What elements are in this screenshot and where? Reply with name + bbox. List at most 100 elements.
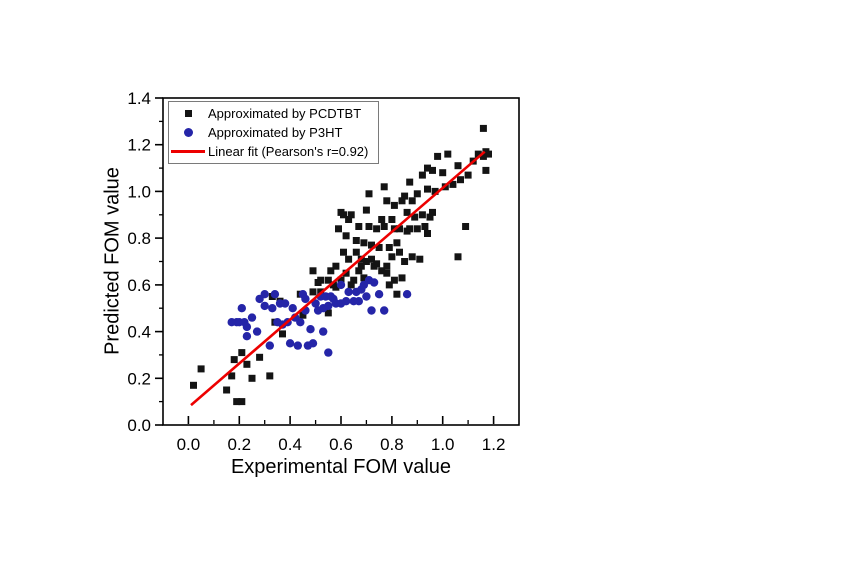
data-point-pcdtbt [223, 386, 231, 394]
data-point-pcdtbt [424, 164, 431, 172]
data-point-pcdtbt [388, 253, 396, 261]
legend-marker-cell [169, 150, 208, 153]
data-point-pcdtbt [416, 255, 424, 263]
data-point-pcdtbt [413, 225, 421, 233]
data-point-pcdtbt [342, 269, 350, 277]
data-point-p3ht [252, 327, 262, 336]
y-tick-label: 1.0 [127, 182, 151, 201]
data-point-pcdtbt [332, 283, 340, 291]
data-point-pcdtbt [309, 267, 317, 275]
x-tick-label: 1.2 [482, 435, 506, 454]
data-point-pcdtbt [398, 197, 406, 205]
data-point-p3ht [301, 294, 310, 304]
data-point-pcdtbt [309, 288, 317, 296]
data-point-pcdtbt [421, 223, 429, 230]
data-point-pcdtbt [256, 353, 264, 361]
data-point-pcdtbt [347, 281, 355, 289]
data-point-p3ht [237, 304, 246, 313]
data-point-pcdtbt [388, 216, 396, 223]
data-point-pcdtbt [380, 183, 388, 191]
data-point-pcdtbt [431, 187, 439, 195]
data-point-pcdtbt [345, 216, 353, 223]
data-point-pcdtbt [454, 253, 462, 261]
data-point-pcdtbt [362, 206, 370, 214]
data-point-p3ht [260, 301, 269, 311]
data-point-pcdtbt [230, 356, 238, 364]
data-point-p3ht [293, 341, 302, 350]
y-tick-label: 1.4 [127, 89, 151, 108]
data-point-pcdtbt [474, 150, 482, 158]
data-point-pcdtbt [426, 213, 434, 221]
legend-item-linear-fit: Linear fit (Pearson's r=0.92) [169, 142, 378, 161]
data-point-pcdtbt [418, 211, 426, 219]
data-point-pcdtbt [299, 311, 307, 319]
data-point-pcdtbt [243, 360, 251, 368]
legend-item-p3ht: Approximated by P3HT [169, 123, 378, 142]
data-point-p3ht [268, 304, 277, 313]
data-point-pcdtbt [380, 223, 388, 230]
data-point-pcdtbt [360, 239, 368, 247]
y-axis-title: Predicted FOM value [101, 167, 124, 355]
data-point-p3ht [296, 318, 305, 327]
data-point-pcdtbt [411, 213, 419, 221]
data-point-pcdtbt [457, 176, 464, 184]
data-point-pcdtbt [233, 398, 241, 406]
data-point-pcdtbt [385, 244, 393, 251]
data-point-p3ht [374, 290, 384, 299]
data-point-pcdtbt [335, 225, 342, 233]
data-point-pcdtbt [385, 281, 393, 289]
legend-item-pcdtbt: Approximated by PCDTBT [169, 104, 378, 123]
data-point-pcdtbt [482, 166, 490, 174]
data-point-p3ht [324, 301, 333, 311]
data-point-pcdtbt [424, 230, 431, 237]
linear-fit-line [190, 150, 486, 407]
data-point-pcdtbt [362, 258, 370, 265]
data-point-pcdtbt [368, 255, 375, 263]
data-point-p3ht [354, 297, 363, 306]
legend: Approximated by PCDTBT Approximated by P… [168, 101, 379, 164]
data-point-pcdtbt [340, 211, 347, 219]
data-point-pcdtbt [378, 267, 386, 275]
data-point-pcdtbt [355, 223, 363, 230]
data-point-p3ht [242, 332, 252, 341]
data-point-pcdtbt [332, 262, 340, 270]
data-point-pcdtbt [327, 267, 335, 275]
data-point-p3ht [265, 341, 274, 350]
data-point-pcdtbt [393, 239, 401, 247]
data-point-pcdtbt [352, 248, 360, 256]
data-point-pcdtbt [355, 267, 363, 275]
data-point-pcdtbt [439, 169, 447, 177]
x-tick-label: 0.6 [329, 435, 353, 454]
data-point-pcdtbt [464, 171, 472, 179]
data-point-pcdtbt [238, 398, 246, 406]
y-tick-label: 1.2 [127, 136, 151, 155]
x-axis-title: Experimental FOM value [230, 456, 452, 478]
data-point-p3ht [270, 290, 280, 299]
legend-marker-cell [169, 110, 208, 117]
data-point-p3ht [285, 339, 295, 348]
data-point-pcdtbt [337, 276, 345, 284]
data-point-p3ht [341, 297, 351, 306]
data-point-pcdtbt [398, 274, 406, 282]
data-point-pcdtbt [462, 223, 470, 230]
data-point-pcdtbt [424, 185, 431, 193]
legend-label-pcdtbt: Approximated by PCDTBT [208, 106, 362, 121]
data-point-pcdtbt [350, 276, 358, 284]
data-point-p3ht [336, 280, 346, 290]
y-tick-label: 0.2 [127, 369, 151, 388]
data-point-pcdtbt [266, 372, 274, 380]
x-tick-label: 0.8 [380, 435, 404, 454]
data-point-p3ht [306, 325, 315, 334]
data-point-pcdtbt [317, 276, 325, 284]
red-line-icon [171, 150, 205, 153]
data-point-pcdtbt [365, 190, 373, 198]
data-point-pcdtbt [408, 197, 416, 205]
data-point-pcdtbt [413, 190, 421, 198]
data-point-pcdtbt [324, 276, 332, 284]
y-tick-label: 0.0 [127, 416, 151, 435]
data-point-pcdtbt [396, 225, 403, 233]
data-point-p3ht [247, 313, 257, 322]
data-point-pcdtbt [390, 276, 398, 284]
data-point-pcdtbt [383, 197, 391, 205]
